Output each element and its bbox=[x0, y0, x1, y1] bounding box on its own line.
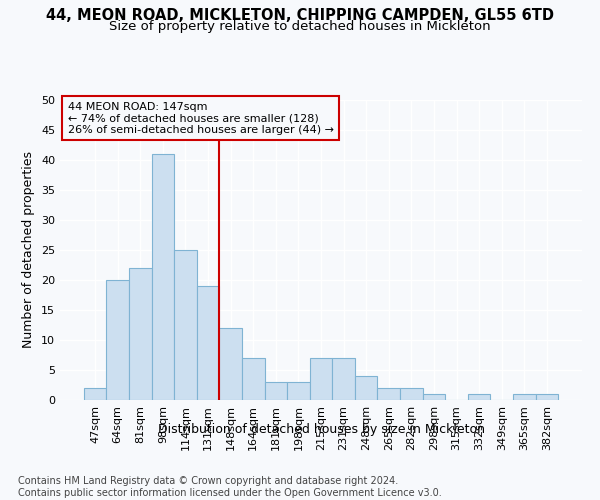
Bar bbox=[355, 376, 377, 400]
Bar bbox=[174, 250, 197, 400]
Text: 44, MEON ROAD, MICKLETON, CHIPPING CAMPDEN, GL55 6TD: 44, MEON ROAD, MICKLETON, CHIPPING CAMPD… bbox=[46, 8, 554, 22]
Text: 44 MEON ROAD: 147sqm
← 74% of detached houses are smaller (128)
26% of semi-deta: 44 MEON ROAD: 147sqm ← 74% of detached h… bbox=[68, 102, 334, 134]
Bar bbox=[129, 268, 152, 400]
Bar bbox=[536, 394, 558, 400]
Bar bbox=[400, 388, 422, 400]
Y-axis label: Number of detached properties: Number of detached properties bbox=[22, 152, 35, 348]
Bar bbox=[468, 394, 490, 400]
Bar bbox=[513, 394, 536, 400]
Bar bbox=[287, 382, 310, 400]
Bar bbox=[242, 358, 265, 400]
Bar bbox=[220, 328, 242, 400]
Bar bbox=[332, 358, 355, 400]
Bar bbox=[84, 388, 106, 400]
Text: Size of property relative to detached houses in Mickleton: Size of property relative to detached ho… bbox=[109, 20, 491, 33]
Bar bbox=[197, 286, 220, 400]
Bar bbox=[152, 154, 174, 400]
Bar bbox=[106, 280, 129, 400]
Text: Contains HM Land Registry data © Crown copyright and database right 2024.
Contai: Contains HM Land Registry data © Crown c… bbox=[18, 476, 442, 498]
Bar bbox=[265, 382, 287, 400]
Bar bbox=[310, 358, 332, 400]
Bar bbox=[377, 388, 400, 400]
Bar bbox=[422, 394, 445, 400]
Text: Distribution of detached houses by size in Mickleton: Distribution of detached houses by size … bbox=[157, 422, 485, 436]
